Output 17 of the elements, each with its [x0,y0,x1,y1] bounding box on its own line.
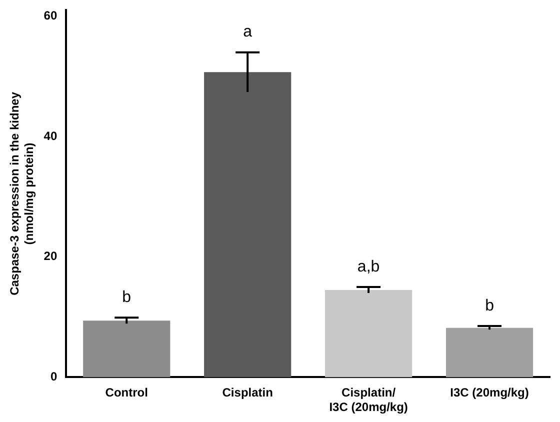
bar [204,72,292,378]
annotation: a [243,24,252,41]
annotation: a,b [357,258,380,276]
bar [83,320,170,378]
y-tick-label: 20 [44,249,58,264]
y-axis-title: Caspase-3 expression in the kidney (nmol/mg protein) [8,92,36,296]
annotation: b [485,297,494,314]
y-tick-label: 0 [50,370,58,384]
x-tick-label: Control [105,386,148,400]
bar [446,328,534,378]
y-tick-label: 60 [44,8,58,23]
x-tick-label: Cisplatin [222,386,273,400]
y-tick-label: 40 [44,128,58,143]
annotation: b [122,289,132,306]
x-tick-label: I3C (20mg/kg) [450,386,529,400]
x-tick-label: Cisplatin/ I3C (20mg/kg) [329,386,408,414]
bar [325,290,412,378]
